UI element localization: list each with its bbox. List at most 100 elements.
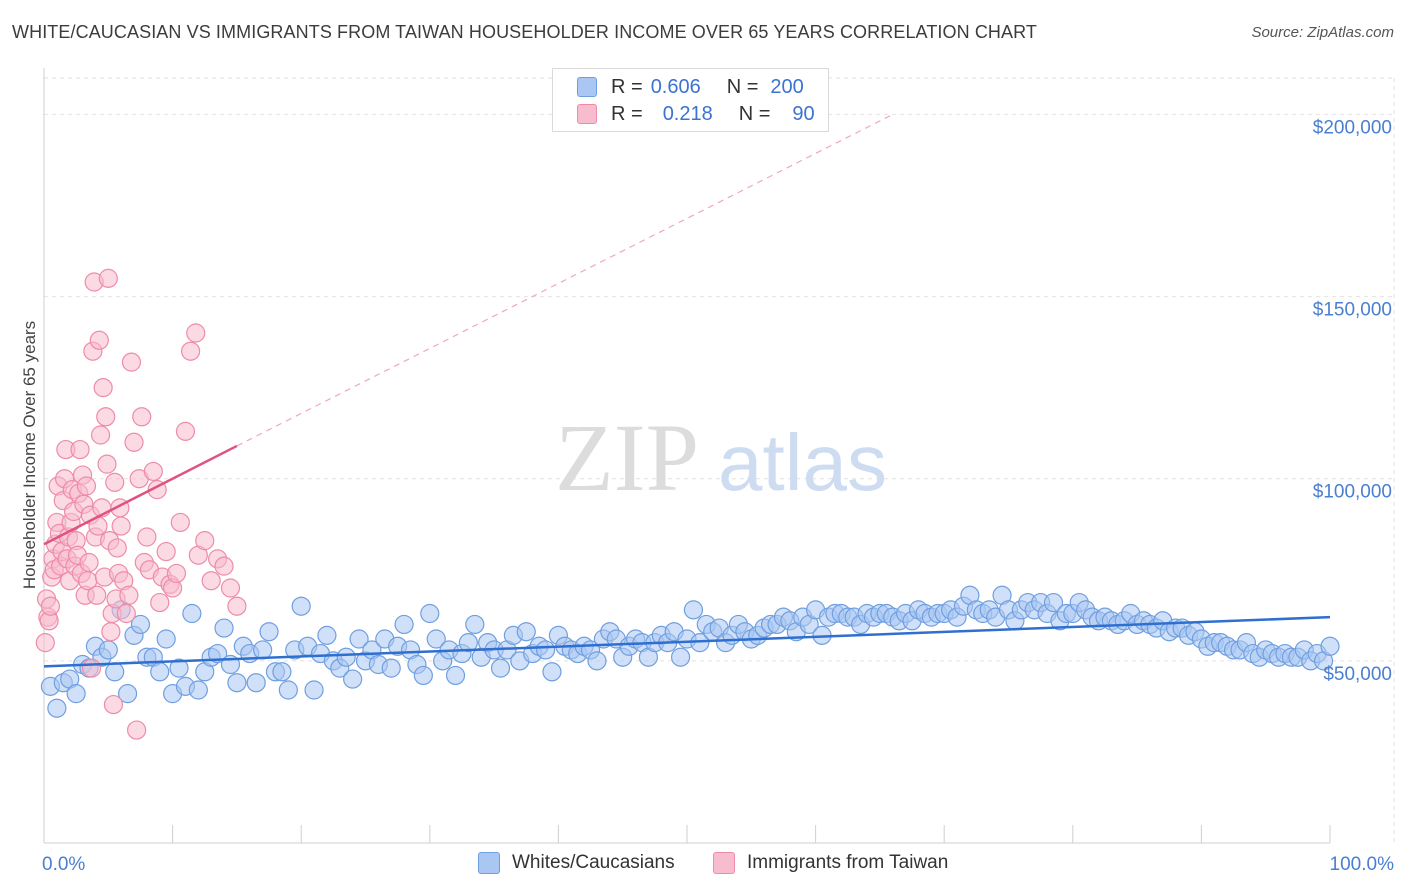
- source-label: Source: ZipAtlas.com: [1251, 24, 1394, 41]
- whites-point-12: [117, 684, 138, 704]
- taiwan-point-80: [175, 421, 196, 441]
- taiwan-point-65: [126, 720, 147, 740]
- chart-title: WHITE/CAUCASIAN VS IMMIGRANTS FROM TAIWA…: [12, 22, 1037, 42]
- whites-point-22: [182, 603, 202, 624]
- taiwan-point-49: [98, 268, 118, 288]
- taiwan-point-71: [143, 461, 163, 482]
- whites-point-199: [1320, 636, 1340, 656]
- series-whites-caucasians: [40, 585, 1340, 718]
- whites-point-78: [542, 662, 562, 682]
- whites-point-14: [130, 614, 151, 635]
- whites-point-10: [105, 662, 125, 682]
- whites-point-55: [394, 614, 414, 635]
- whites-point-27: [214, 618, 234, 638]
- taiwan-point-67: [132, 407, 152, 427]
- taiwan-point-84: [195, 531, 215, 551]
- taiwan-legend-label: Immigrants from Taiwan: [747, 852, 949, 873]
- taiwan-point-51: [101, 622, 121, 642]
- axes: [43, 68, 1331, 844]
- whites-point-33: [253, 640, 273, 660]
- taiwan-point-89: [227, 596, 247, 616]
- whites-point-32: [246, 673, 266, 693]
- series-immigrants-from-taiwan: [35, 268, 247, 740]
- whites-point-23: [188, 680, 208, 700]
- whites-point-47: [343, 669, 363, 689]
- whites-point-65: [458, 633, 478, 653]
- taiwan-point-81: [181, 341, 201, 361]
- whites-point-1: [47, 698, 67, 718]
- whites-point-17: [150, 662, 170, 682]
- taiwan-point-36: [81, 658, 102, 678]
- taiwan-point-78: [166, 563, 187, 584]
- taiwan-trend-extension: [236, 113, 894, 447]
- watermark-atlas: atlas: [718, 418, 887, 507]
- y-tick-label-0: $50,000: [1323, 664, 1392, 685]
- taiwan-point-59: [111, 516, 131, 536]
- whites-point-98: [670, 647, 691, 667]
- whites-point-100: [683, 600, 704, 620]
- taiwan-point-82: [186, 323, 206, 343]
- whites-trend-line: [43, 615, 1331, 668]
- taiwan-point-0: [35, 633, 55, 653]
- n-label: N =: [726, 75, 759, 98]
- taiwan-point-42: [89, 330, 109, 350]
- taiwan-point-32: [76, 476, 97, 496]
- taiwan-point-54: [105, 472, 125, 492]
- taiwan-point-85: [201, 571, 221, 591]
- whites-point-58: [413, 665, 433, 686]
- taiwan-point-88: [220, 578, 241, 598]
- whites-point-20: [169, 658, 189, 678]
- legend-item-whites: Whites/Caucasians: [478, 852, 675, 874]
- taiwan-point-62: [119, 585, 139, 605]
- whites-point-4: [66, 684, 86, 704]
- stats-row-whites: R = 0.606 N = 200: [577, 74, 804, 100]
- taiwan-point-48: [97, 454, 117, 474]
- taiwan-point-45: [93, 378, 113, 398]
- y-tick-label-2: $150,000: [1313, 300, 1392, 321]
- watermark-zip: ZIP: [555, 404, 699, 511]
- taiwan-point-47: [96, 407, 116, 427]
- x-tick-label-0: 0.0%: [42, 854, 85, 875]
- whites-point-37: [278, 680, 298, 700]
- whites-point-41: [304, 680, 324, 700]
- whites-point-63: [445, 665, 466, 686]
- taiwan-point-56: [107, 538, 127, 558]
- n-value: 90: [792, 102, 815, 125]
- taiwan-legend-swatch: [713, 852, 735, 874]
- whites-point-36: [272, 662, 292, 682]
- taiwan-point-4: [40, 596, 61, 616]
- whites-swatch: [577, 77, 597, 97]
- taiwan-point-63: [121, 352, 142, 372]
- watermark: ZIP atlas: [555, 404, 887, 511]
- whites-point-43: [317, 625, 337, 645]
- r-label: R =: [611, 75, 643, 98]
- whites-point-59: [420, 603, 440, 624]
- y-axis-label: Householder Income Over 65 years: [20, 321, 39, 589]
- whites-point-77: [535, 640, 556, 660]
- whites-point-66: [465, 614, 485, 635]
- taiwan-point-53: [103, 694, 124, 715]
- taiwan-point-87: [214, 556, 234, 576]
- taiwan-point-69: [137, 527, 157, 547]
- legend-item-taiwan: Immigrants from Taiwan: [713, 852, 948, 874]
- n-label: N =: [738, 102, 771, 125]
- tick-labels: $50,000 $100,000 $150,000 $200,000 0.0% 100.0…: [42, 117, 1394, 875]
- taiwan-point-64: [124, 432, 144, 452]
- taiwan-point-43: [90, 425, 111, 445]
- whites-legend-swatch: [478, 852, 500, 874]
- whites-point-53: [381, 658, 401, 678]
- r-label: R =: [611, 102, 643, 125]
- taiwan-trend-line: [43, 444, 238, 546]
- x-tick-label-1: 100.0%: [1330, 854, 1395, 875]
- whites-point-48: [349, 629, 369, 649]
- whites-legend-label: Whites/Caucasians: [512, 852, 675, 873]
- whites-point-9: [98, 640, 118, 660]
- r-value: 0.218: [662, 102, 713, 125]
- whites-point-26: [208, 643, 228, 664]
- whites-point-85: [587, 651, 607, 671]
- taiwan-point-40: [87, 585, 107, 605]
- whites-point-18: [156, 629, 176, 649]
- taiwan-point-75: [156, 541, 176, 562]
- taiwan-point-79: [170, 512, 190, 533]
